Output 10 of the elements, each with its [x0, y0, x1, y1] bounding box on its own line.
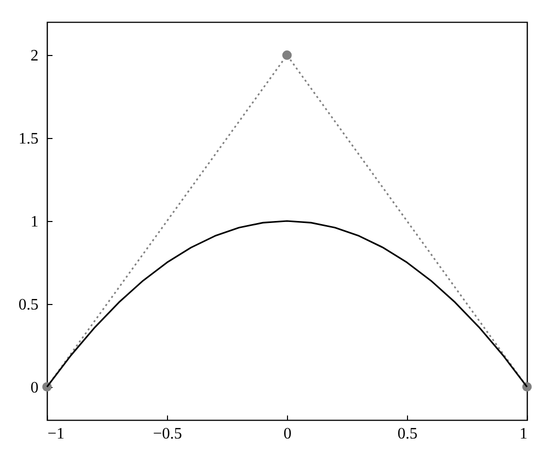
x-tick-label: 1	[520, 426, 528, 442]
x-tick-label: −0.5	[152, 426, 182, 442]
y-tick-label: 0.5	[18, 296, 38, 314]
y-tick-label: 2	[30, 48, 38, 65]
y-tick-label: 0	[30, 379, 38, 396]
y-tick-label: 1.5	[18, 130, 38, 148]
y-tick-label: 1	[30, 214, 38, 230]
x-tick-label: 0	[284, 426, 292, 442]
x-tick-label: 0.5	[398, 426, 418, 442]
x-tick-label: −1	[48, 426, 65, 442]
